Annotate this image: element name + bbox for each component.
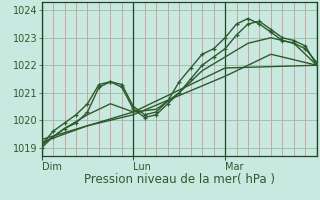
X-axis label: Pression niveau de la mer( hPa ): Pression niveau de la mer( hPa )	[84, 173, 275, 186]
